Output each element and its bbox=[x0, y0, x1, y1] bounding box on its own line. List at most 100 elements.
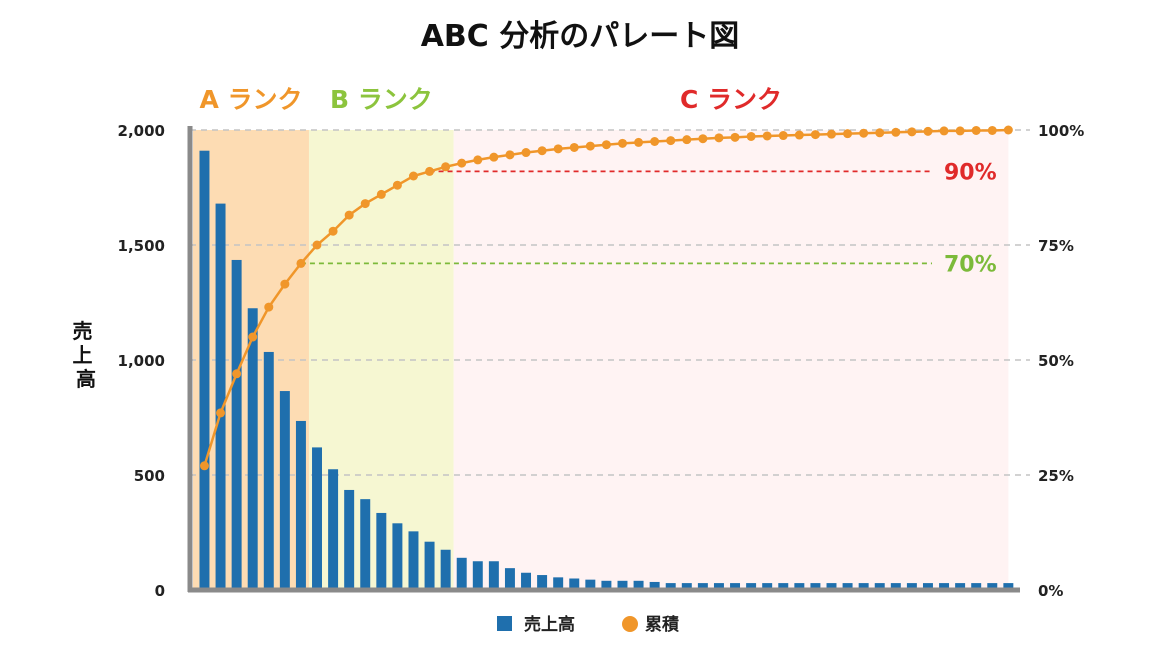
bar bbox=[1003, 583, 1014, 590]
bar bbox=[504, 568, 515, 590]
bar bbox=[344, 489, 355, 590]
rank-label: C ランク bbox=[680, 85, 782, 114]
right-tick-label: 25% bbox=[1038, 467, 1074, 485]
cumulative-point bbox=[521, 148, 531, 158]
bar bbox=[746, 583, 757, 590]
bar bbox=[328, 469, 339, 590]
cumulative-point bbox=[859, 128, 869, 138]
bar bbox=[521, 572, 532, 590]
cumulative-point bbox=[312, 240, 322, 250]
cumulative-point bbox=[778, 131, 788, 141]
cumulative-point bbox=[232, 369, 242, 379]
bar bbox=[601, 580, 612, 590]
cumulative-point bbox=[425, 166, 435, 176]
grid-lines bbox=[190, 129, 1030, 476]
legend-bar-swatch bbox=[497, 616, 512, 631]
bar bbox=[617, 580, 628, 590]
y-axis-label: 売 上 高 bbox=[73, 319, 100, 391]
cumulative-point bbox=[408, 171, 418, 181]
bar bbox=[295, 420, 306, 590]
cumulative-point bbox=[682, 135, 692, 145]
bar bbox=[842, 583, 853, 590]
bar bbox=[215, 203, 226, 590]
tick-labels: 0 500 1,000 1,500 2,000 0% 25% 50% 75% 100% bbox=[118, 122, 1085, 600]
legend-line-swatch bbox=[622, 616, 638, 632]
cumulative-point bbox=[216, 408, 226, 418]
bar bbox=[231, 259, 242, 590]
bar bbox=[569, 578, 580, 590]
bar bbox=[665, 583, 676, 590]
cumulative-point bbox=[650, 137, 660, 146]
cumulative-point bbox=[601, 140, 611, 150]
bar bbox=[312, 447, 322, 590]
cumulative-point bbox=[939, 126, 949, 136]
cumulative-point bbox=[199, 461, 209, 471]
bar bbox=[537, 575, 548, 590]
cumulative-point bbox=[907, 127, 917, 137]
cumulative-point bbox=[376, 189, 386, 199]
bar bbox=[199, 150, 210, 590]
bar bbox=[874, 583, 885, 590]
bar bbox=[360, 499, 371, 590]
bar bbox=[971, 583, 982, 590]
cumulative-point bbox=[634, 137, 644, 147]
threshold-label: 70% bbox=[944, 252, 997, 277]
rank-label: B ランク bbox=[330, 85, 433, 114]
bar bbox=[730, 583, 741, 590]
legend-line-label: 累積 bbox=[645, 614, 680, 635]
bar bbox=[279, 391, 290, 590]
left-tick-label: 500 bbox=[134, 467, 165, 485]
cumulative-point bbox=[360, 199, 370, 209]
cumulative-point bbox=[794, 130, 804, 140]
bar bbox=[762, 583, 773, 590]
bar bbox=[633, 580, 644, 590]
bar bbox=[922, 583, 933, 590]
left-tick-label: 1,500 bbox=[118, 237, 165, 255]
cumulative-point bbox=[955, 126, 965, 136]
cumulative-point bbox=[264, 302, 274, 312]
bar bbox=[247, 308, 258, 590]
bar bbox=[778, 583, 789, 590]
cumulative-point bbox=[987, 125, 997, 135]
cumulative-point bbox=[843, 129, 853, 139]
cumulative-point bbox=[553, 144, 563, 154]
bar bbox=[263, 351, 274, 590]
cumulative-point bbox=[875, 128, 885, 138]
bar bbox=[488, 561, 499, 590]
y-axis-label-char: 高 bbox=[76, 367, 96, 391]
cumulative-point bbox=[489, 152, 499, 162]
bar bbox=[955, 583, 966, 590]
cumulative-point bbox=[328, 226, 338, 236]
cumulative-point bbox=[810, 130, 820, 140]
cumulative-point bbox=[441, 162, 451, 172]
cumulative-point bbox=[891, 127, 901, 137]
cumulative-point bbox=[617, 138, 627, 148]
bar-series bbox=[199, 150, 1014, 590]
bar bbox=[890, 583, 901, 590]
bar bbox=[585, 579, 596, 590]
legend-bar-label: 売上高 bbox=[524, 614, 575, 635]
bar bbox=[681, 583, 692, 590]
cumulative-point bbox=[971, 125, 981, 135]
cumulative-point bbox=[392, 180, 402, 190]
cumulative-point bbox=[1003, 125, 1013, 135]
cumulative-point bbox=[666, 136, 676, 146]
bar bbox=[906, 583, 917, 590]
left-tick-label: 0 bbox=[155, 582, 165, 600]
cumulative-point bbox=[762, 131, 772, 141]
bar bbox=[987, 583, 998, 590]
bar bbox=[649, 581, 660, 590]
bar bbox=[408, 531, 419, 590]
right-tick-label: 0% bbox=[1038, 582, 1063, 600]
cumulative-point bbox=[923, 126, 933, 136]
axes bbox=[187, 126, 1020, 593]
cumulative-point bbox=[826, 129, 836, 139]
legend: 売上高 累積 bbox=[497, 614, 680, 635]
bar bbox=[810, 583, 821, 590]
cumulative-point bbox=[746, 131, 756, 141]
cumulative-point bbox=[505, 150, 515, 160]
bar bbox=[713, 583, 724, 590]
bar bbox=[376, 512, 387, 590]
threshold-labels: 90% 70% bbox=[944, 160, 997, 277]
cumulative-point bbox=[296, 258, 306, 268]
